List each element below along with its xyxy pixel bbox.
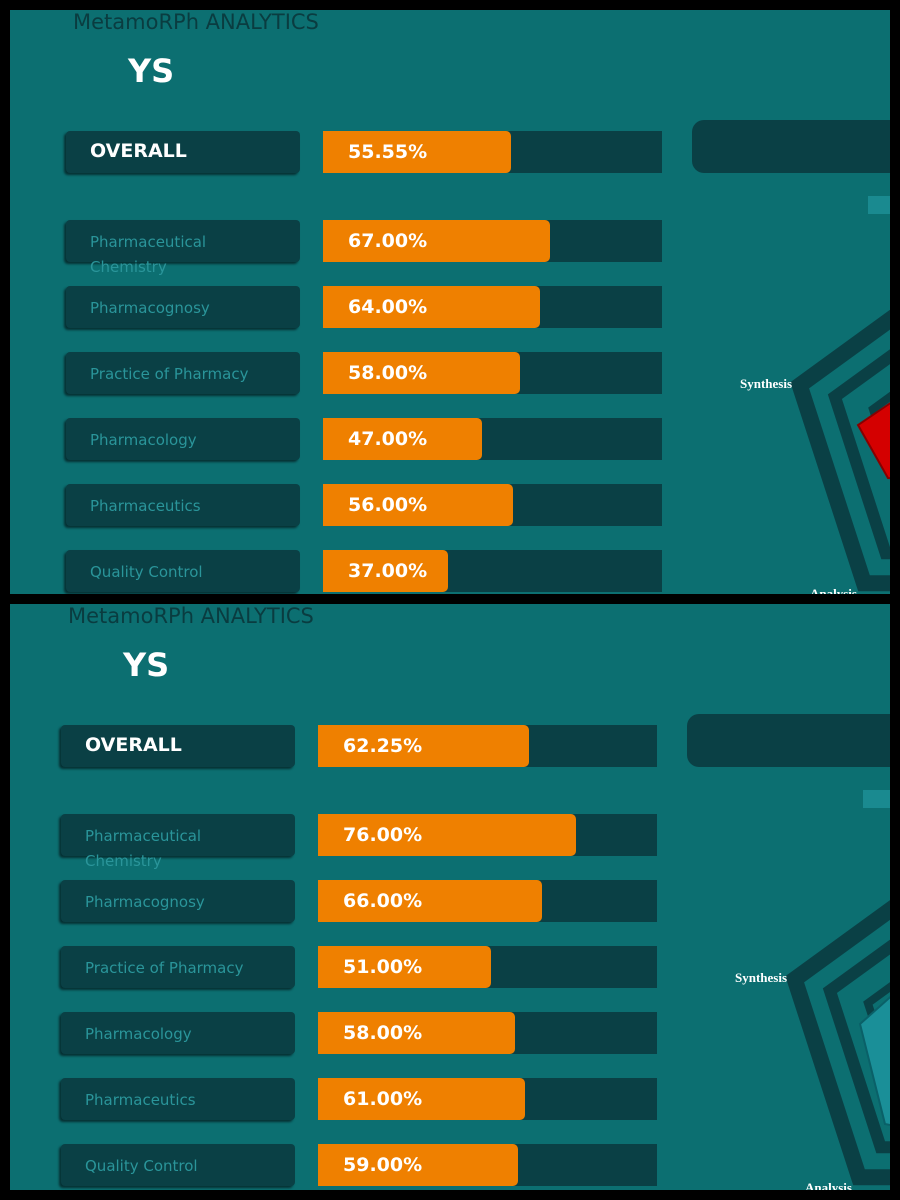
bar-value: 61.00% (343, 1088, 423, 1110)
card-chip (868, 196, 890, 214)
bar-track: 58.00% (323, 352, 662, 394)
row-label: Pharmaceutics (90, 497, 201, 515)
bar (318, 1012, 515, 1054)
panel-content: Synthesis Analysis MetamoRPh ANALYTICS YS OV… (10, 604, 890, 1190)
bar (323, 352, 520, 394)
card-chip (863, 790, 890, 808)
bar-track: 64.00% (323, 286, 662, 328)
bar-track: 76.00% (318, 814, 657, 856)
bar (318, 814, 576, 856)
bar-value: 58.00% (348, 362, 428, 384)
bar-track: 51.00% (318, 946, 657, 988)
bar (323, 131, 512, 173)
summary-card (692, 120, 890, 173)
row-label: Pharmacognosy (85, 893, 205, 911)
row-label-box: Pharmaceutical Chemistry (61, 814, 295, 870)
row-label-box: Pharmacology (66, 418, 300, 460)
bar-track: 62.25% (318, 725, 657, 767)
row-label-box: OVERALL (61, 725, 295, 767)
radar-chart: Synthesis Analysis (735, 900, 890, 1190)
radar-area (856, 402, 890, 480)
bar-track: 58.00% (318, 1012, 657, 1054)
radar-grid (827, 349, 890, 560)
summary-card (687, 714, 890, 767)
row-label: Quality Control (90, 563, 203, 581)
bar-value: 76.00% (343, 824, 423, 846)
brand: MetamoRPh ANALYTICS (73, 10, 319, 34)
bar (318, 1078, 525, 1120)
radar-axis-label: Synthesis (740, 376, 792, 391)
bar (318, 725, 530, 767)
bar-track: 37.00% (323, 550, 662, 592)
row-label-box: Pharmacognosy (66, 286, 300, 328)
bar (323, 220, 551, 262)
bar-track: 55.55% (323, 131, 662, 173)
radar-grid (785, 900, 890, 1186)
row-label-box: Pharmaceutics (61, 1078, 295, 1120)
bar-value: 62.25% (343, 735, 423, 757)
student-name: YS (123, 646, 170, 684)
radar-chart: Synthesis Analysis (740, 309, 890, 594)
row-label: Pharmacognosy (90, 299, 210, 317)
bar-track: 56.00% (323, 484, 662, 526)
radar-area (858, 995, 890, 1127)
row-label-box: Quality Control (61, 1144, 295, 1186)
bar-track: 59.00% (318, 1144, 657, 1186)
bar-value: 66.00% (343, 890, 423, 912)
radar-grid (863, 982, 890, 1085)
bar-track: 66.00% (318, 880, 657, 922)
bar-value: 58.00% (343, 1022, 423, 1044)
radar-grid (868, 391, 890, 475)
radar-grid (822, 939, 890, 1154)
student-name: YS (128, 52, 175, 90)
row-label: Pharmaceutics (85, 1091, 196, 1109)
row-label-box: Pharmaceutics (66, 484, 300, 526)
bar (323, 550, 449, 592)
panel: Synthesis Analysis MetamoRPh ANALYTICS YS OV… (10, 10, 890, 594)
panel: Synthesis Analysis MetamoRPh ANALYTICS YS OV… (10, 604, 890, 1190)
bar (318, 1144, 518, 1186)
radar-axis-label: Analysis (805, 1180, 852, 1190)
bar-track: 47.00% (323, 418, 662, 460)
row-label-box: Pharmaceutical Chemistry (66, 220, 300, 276)
bar-value: 56.00% (348, 494, 428, 516)
bar-track: 67.00% (323, 220, 662, 262)
bar-value: 51.00% (343, 956, 423, 978)
row-label-box: OVERALL (66, 131, 300, 173)
bar (318, 946, 491, 988)
radar-grid (790, 309, 890, 592)
radar-axis-label: Analysis (810, 586, 857, 594)
row-label-box: Practice of Pharmacy (66, 352, 300, 394)
bar-track: 61.00% (318, 1078, 657, 1120)
bar (318, 880, 542, 922)
row-label-box: Pharmacology (61, 1012, 295, 1054)
row-label: Practice of Pharmacy (90, 365, 249, 383)
bar-value: 37.00% (348, 560, 428, 582)
bar-value: 47.00% (348, 428, 428, 450)
row-label: Pharmacology (90, 431, 197, 449)
row-label-box: Quality Control (66, 550, 300, 592)
row-label: Pharmaceutical Chemistry (90, 233, 207, 276)
bar-value: 55.55% (348, 141, 428, 163)
row-label: Practice of Pharmacy (85, 959, 244, 977)
row-label-box: Practice of Pharmacy (61, 946, 295, 988)
row-label: OVERALL (85, 734, 182, 756)
bar (323, 286, 540, 328)
row-label: Pharmacology (85, 1025, 192, 1043)
row-label-box: Pharmacognosy (61, 880, 295, 922)
brand: MetamoRPh ANALYTICS (68, 604, 314, 628)
row-label: Pharmaceutical Chemistry (85, 827, 202, 870)
row-label: Quality Control (85, 1157, 198, 1175)
radar-axis-label: Synthesis (735, 970, 787, 985)
bar-value: 67.00% (348, 230, 428, 252)
bar (323, 418, 483, 460)
panel-content: Synthesis Analysis MetamoRPh ANALYTICS YS OV… (10, 10, 890, 594)
bar (323, 484, 513, 526)
bar-value: 59.00% (343, 1154, 423, 1176)
row-label: OVERALL (90, 140, 187, 162)
bar-value: 64.00% (348, 296, 428, 318)
